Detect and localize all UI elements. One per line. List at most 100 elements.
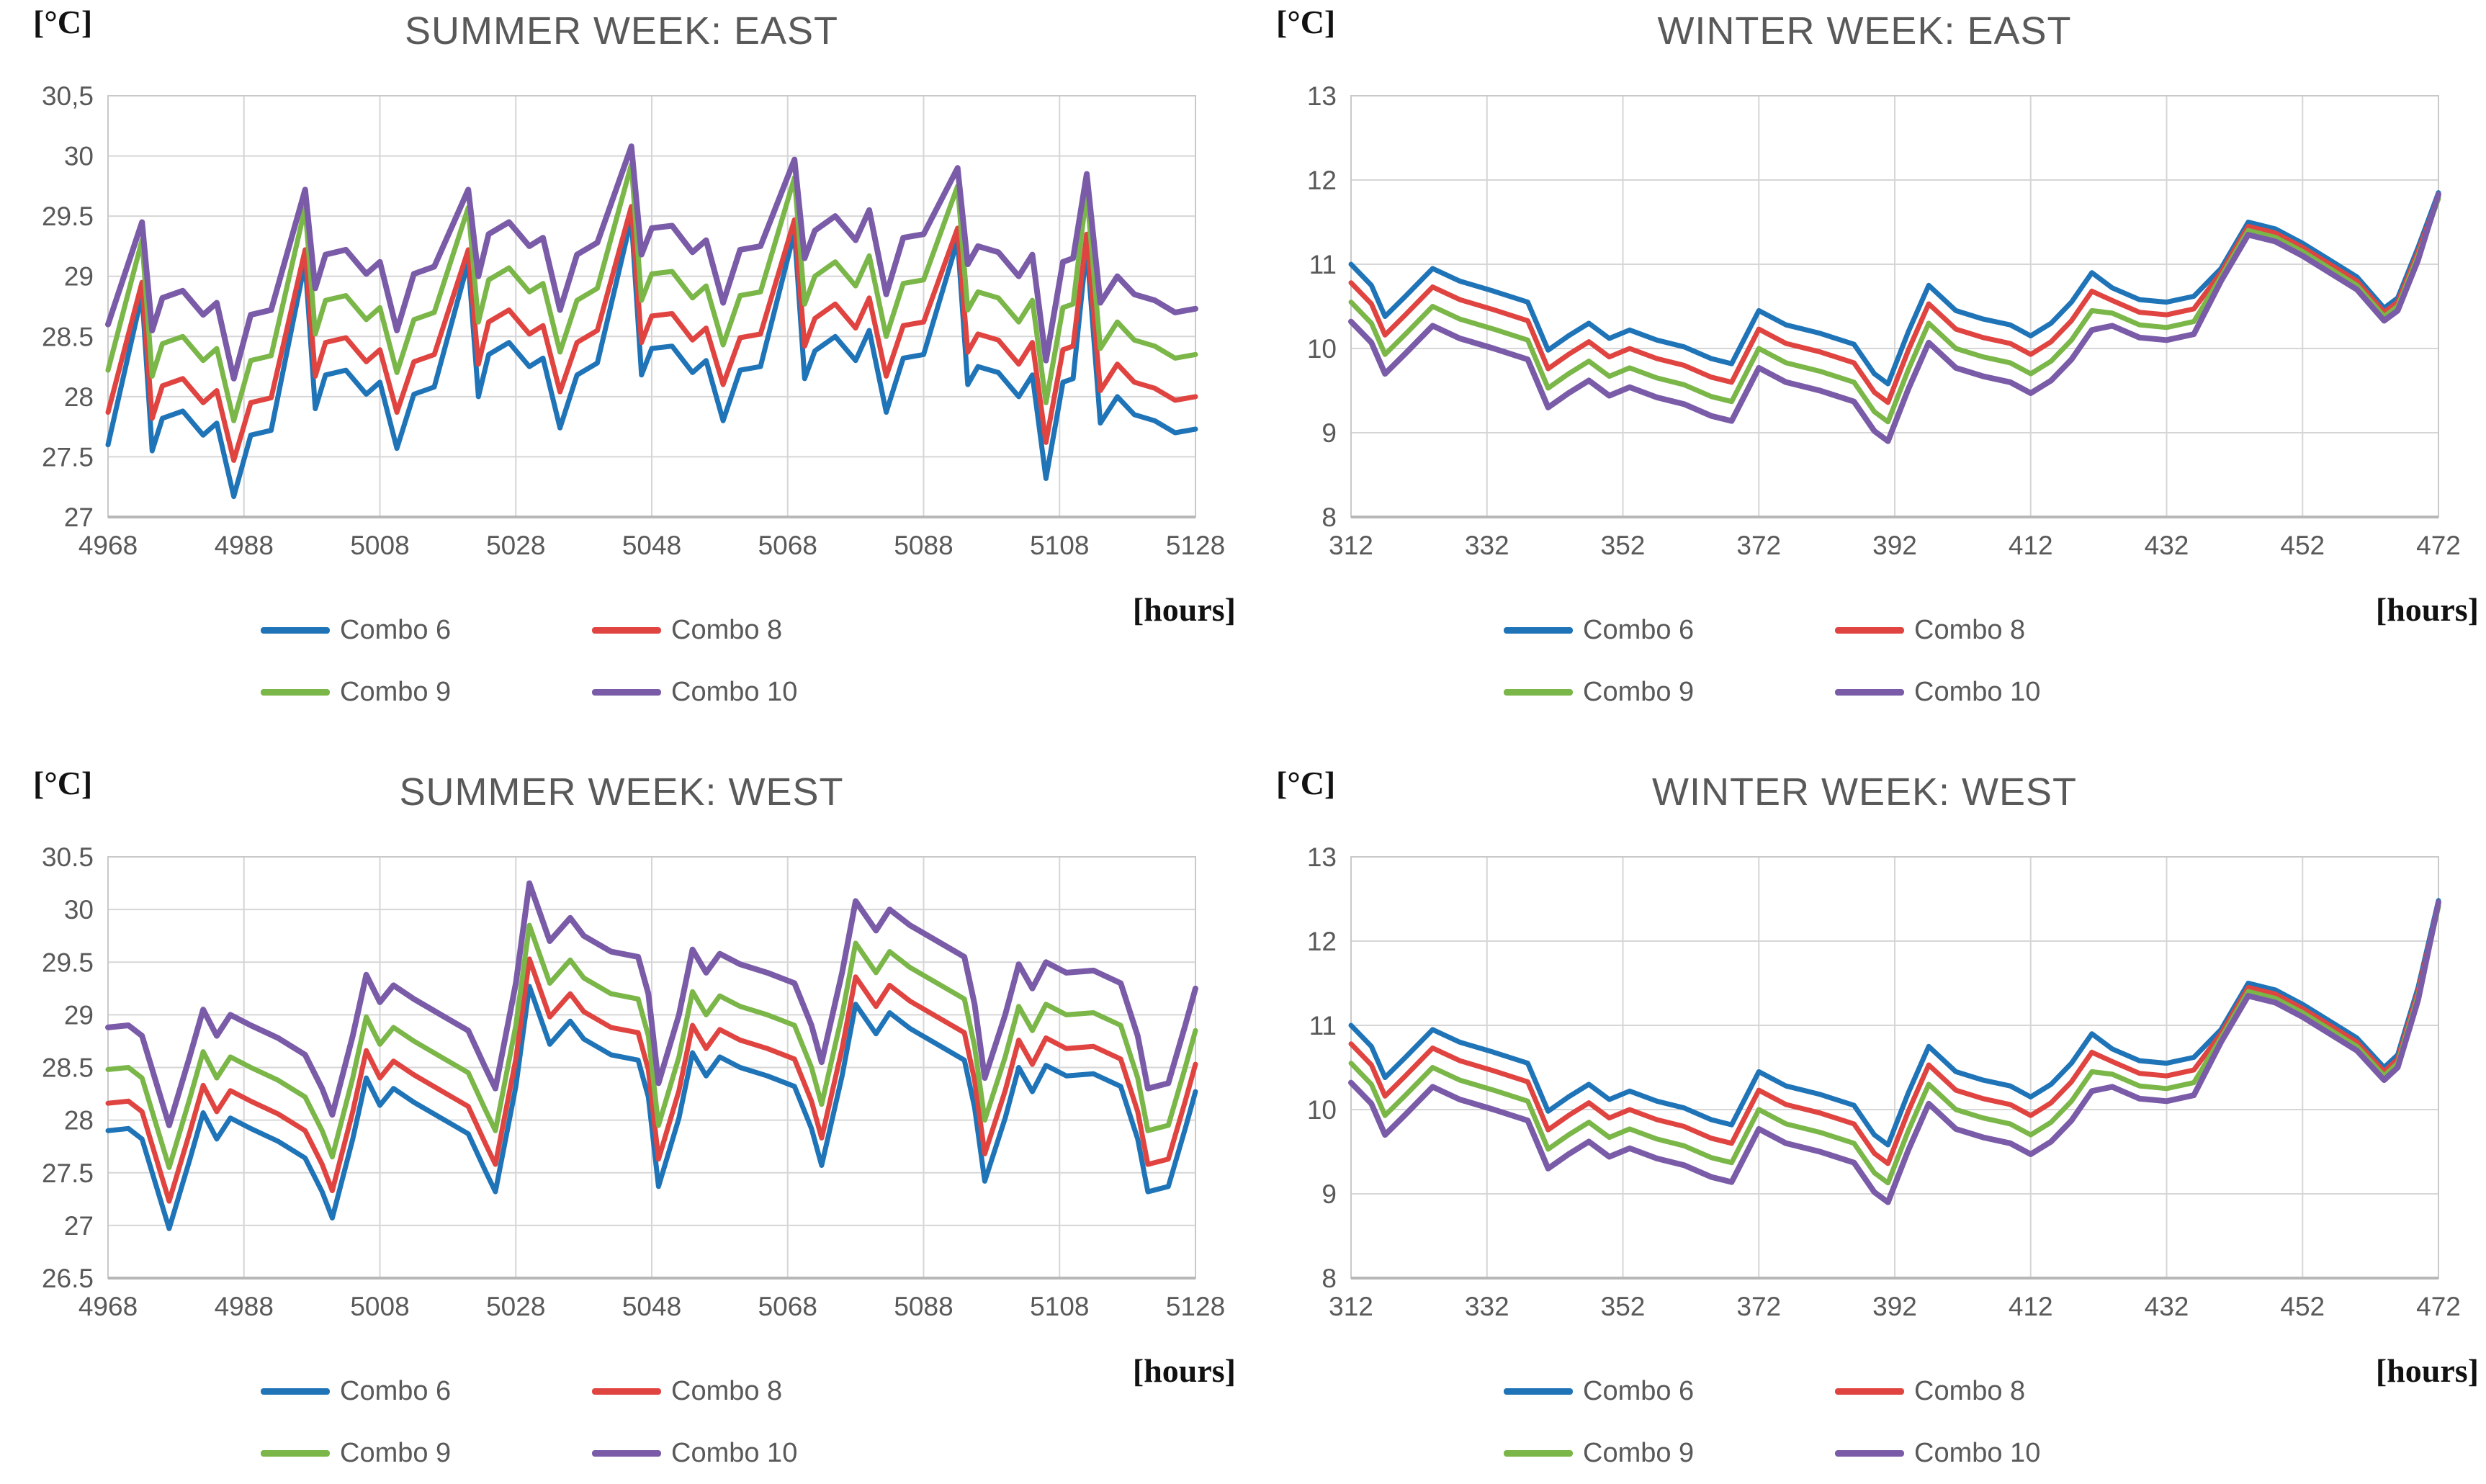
legend-row: Combo 6 Combo 8 (1243, 1360, 2486, 1422)
legend-item-combo-8: Combo 8 (592, 615, 923, 646)
legend-row: Combo 6 Combo 8 (0, 1360, 1243, 1422)
legend-label: Combo 8 (671, 614, 783, 645)
combo-9-line-marker (261, 1449, 330, 1457)
series-line-combo-9 (105, 922, 1198, 1170)
plot-area: 8 9 10 11 12 13 312 332 352 372 392 412 432 452 472 (1307, 81, 2461, 560)
chart-title: SUMMER WEEK: WEST (399, 770, 844, 814)
series-line-combo-8 (1348, 193, 2441, 405)
legend-item-combo-8: Combo 8 (1835, 1376, 2166, 1407)
combo-9-line-marker (1504, 1449, 1573, 1457)
x-tick-label: 392 (1872, 531, 1917, 560)
series-line-combo-6 (1348, 190, 2441, 387)
series-line-combo-9 (1348, 196, 2441, 425)
legend-label: Combo 10 (1914, 1437, 2041, 1468)
x-tick-label: 4968 (78, 1292, 138, 1321)
y-tick-label: 9 (1321, 1179, 1337, 1209)
x-tick-label: 412 (2009, 531, 2053, 560)
chart-title: WINTER WEEK: EAST (1657, 9, 2072, 53)
legend-item-combo-6: Combo 6 (261, 615, 592, 646)
x-tick-label: 372 (1736, 1292, 1781, 1321)
y-tick-label: 8 (1321, 1264, 1337, 1293)
series-line-combo-10 (1348, 191, 2441, 444)
y-tick-label: 9 (1321, 418, 1337, 448)
y-tick-label: 27 (64, 1211, 94, 1241)
x-tick-label: 472 (2416, 531, 2461, 560)
x-axis-unit-label: [hours] (1132, 1352, 1236, 1389)
legend-label: Combo 9 (340, 676, 452, 707)
x-tick-label: 332 (1465, 531, 1509, 560)
combo-10-line-marker (1835, 688, 1904, 696)
x-tick-label: 5028 (486, 1292, 545, 1321)
x-tick-label: 4988 (215, 531, 274, 560)
y-tick-label: 12 (1307, 927, 1337, 956)
combo-8-line-marker (1835, 1388, 1904, 1395)
legend-row: Combo 6 Combo 8 (1243, 599, 2486, 661)
x-tick-label: 5088 (894, 1292, 953, 1321)
legend-item-combo-9: Combo 9 (261, 677, 592, 708)
series-line-combo-8 (105, 956, 1198, 1204)
legend-label: Combo 10 (1914, 676, 2041, 707)
x-tick-label: 372 (1736, 531, 1781, 560)
x-axis-unit-label: [hours] (2375, 1352, 2479, 1389)
y-tick-label: 28.5 (42, 322, 94, 351)
series-line-combo-10 (105, 143, 1198, 382)
x-tick-label: 452 (2280, 531, 2325, 560)
legend: Combo 6 Combo 8 Combo 9 Combo 10 (0, 1360, 1243, 1484)
legend-label: Combo 9 (1583, 676, 1695, 707)
y-tick-label: 10 (1307, 334, 1337, 364)
combo-6-line-marker (1504, 626, 1573, 634)
y-tick-label: 29.5 (42, 202, 94, 231)
y-tick-label: 27.5 (42, 1159, 94, 1188)
y-tick-label: 8 (1321, 503, 1337, 532)
x-tick-label: 5128 (1166, 1292, 1225, 1321)
series-line-combo-6 (105, 984, 1198, 1231)
legend-item-combo-10: Combo 10 (592, 677, 923, 708)
x-tick-label: 472 (2416, 1292, 2461, 1321)
legend-label: Combo 9 (340, 1437, 452, 1468)
x-tick-label: 312 (1329, 1292, 1373, 1321)
legend-item-combo-8: Combo 8 (1835, 615, 2166, 646)
y-tick-label: 30.5 (42, 842, 94, 872)
y-tick-label: 11 (1309, 1011, 1337, 1040)
legend-row: Combo 9 Combo 10 (1243, 1422, 2486, 1484)
legend-label: Combo 9 (1583, 1437, 1695, 1468)
x-tick-label: 312 (1329, 531, 1373, 560)
x-tick-label: 5008 (350, 531, 409, 560)
x-tick-label: 5048 (622, 1292, 681, 1321)
x-tick-label: 5068 (758, 1292, 817, 1321)
x-tick-label: 352 (1601, 1292, 1646, 1321)
legend-item-combo-10: Combo 10 (1835, 1438, 2166, 1469)
legend-label: Combo 6 (340, 1375, 452, 1406)
series-line-combo-8 (105, 204, 1198, 463)
legend-label: Combo 6 (1583, 614, 1695, 645)
legend-row: Combo 6 Combo 8 (0, 599, 1243, 661)
y-tick-label: 29.5 (42, 948, 94, 977)
x-tick-label: 392 (1872, 1292, 1917, 1321)
legend-row: Combo 9 Combo 10 (1243, 661, 2486, 723)
chart-winter-week-east: [°C] WINTER WEEK: EAST 8 9 10 11 12 13 312 332 3… (1243, 0, 2486, 734)
combo-10-line-marker (592, 688, 661, 696)
combo-10-line-marker (592, 1449, 661, 1457)
series-line-combo-8 (1348, 901, 2441, 1166)
legend-item-combo-10: Combo 10 (1835, 677, 2166, 708)
y-axis-unit-label: [°C] (1276, 4, 1336, 40)
legend: Combo 6 Combo 8 Combo 9 Combo 10 (0, 599, 1243, 723)
x-tick-label: 5108 (1030, 531, 1089, 560)
x-tick-label: 5108 (1030, 1292, 1089, 1321)
x-tick-label: 432 (2145, 1292, 2189, 1321)
y-axis-unit-label: [°C] (33, 765, 93, 801)
legend-item-combo-10: Combo 10 (592, 1438, 923, 1469)
x-tick-label: 352 (1601, 531, 1646, 560)
x-tick-label: 5048 (622, 531, 681, 560)
combo-8-line-marker (592, 626, 661, 634)
combo-10-line-marker (1835, 1449, 1904, 1457)
y-tick-label: 30 (64, 895, 94, 925)
y-tick-label: 13 (1307, 81, 1337, 111)
y-tick-label: 30 (64, 142, 94, 171)
plot-area: 8 9 10 11 12 13 312 332 352 372 392 412 432 452 472 (1307, 842, 2461, 1321)
chart-summer-week-east: [°C] SUMMER WEEK: EAST 27 27.5 28 28.5 29 29.… (0, 0, 1243, 734)
legend: Combo 6 Combo 8 Combo 9 Combo 10 (1243, 1360, 2486, 1484)
legend-label: Combo 8 (671, 1375, 783, 1406)
y-tick-label: 28 (64, 382, 94, 412)
combo-6-line-marker (1504, 1388, 1573, 1395)
